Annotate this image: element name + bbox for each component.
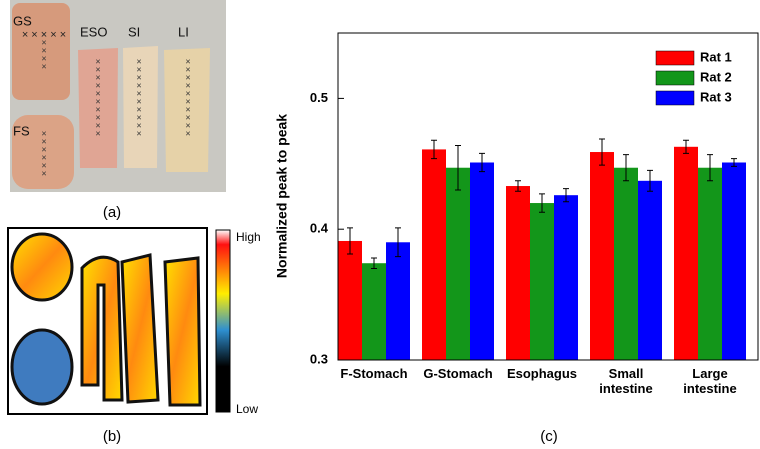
legend-label: Rat 1 [700, 49, 732, 64]
panel-label: (c) [540, 428, 558, 445]
legend-swatch [656, 91, 694, 105]
bar [614, 168, 638, 360]
tag: ESO [80, 24, 107, 39]
bar [722, 162, 746, 360]
bar [470, 162, 494, 360]
marker: × [41, 168, 46, 178]
marker: × [41, 61, 46, 71]
x-tick-label: Esophagus [499, 366, 585, 381]
figure: × × × × × GS ESO SI LI FS ××××××××××××××… [0, 0, 760, 449]
bar [422, 149, 446, 360]
legend-label: Rat 3 [700, 89, 732, 104]
colorbar-label: High [236, 230, 261, 244]
bar [590, 152, 614, 360]
y-axis-label: Normalized peak to peak [274, 114, 290, 278]
heatmap [8, 228, 230, 414]
plot: 0.3 0.4 0.5 Rat 1 Rat 2 Rat 3 [310, 49, 746, 366]
bar [698, 168, 722, 360]
legend-label: Rat 2 [700, 69, 732, 84]
marker: × [185, 128, 190, 138]
bar [554, 195, 578, 360]
legend-swatch [656, 51, 694, 65]
tag: LI [178, 24, 189, 39]
y-tick-label: 0.4 [310, 221, 329, 236]
panel-label: (a) [103, 204, 121, 221]
bar [362, 263, 386, 360]
legend-swatch [656, 71, 694, 85]
bar [674, 147, 698, 360]
x-tick-label: Large intestine [667, 366, 753, 396]
tag: SI [128, 24, 140, 39]
tag: GS [13, 13, 32, 28]
bar [506, 186, 530, 360]
bar [386, 242, 410, 360]
tag: FS [13, 123, 30, 138]
bar [530, 203, 554, 360]
marker: × [136, 128, 141, 138]
panel-label: (b) [103, 428, 121, 445]
bar [638, 181, 662, 360]
x-tick-label: G-Stomach [415, 366, 501, 381]
colorbar-label: Low [236, 402, 258, 416]
y-tick-label: 0.5 [310, 90, 328, 105]
x-tick-label: Small intestine [583, 366, 669, 396]
marker: × [95, 128, 100, 138]
x-tick-label: F-Stomach [331, 366, 417, 381]
bar [338, 241, 362, 360]
y-tick-label: 0.3 [310, 351, 328, 366]
bar [446, 168, 470, 360]
